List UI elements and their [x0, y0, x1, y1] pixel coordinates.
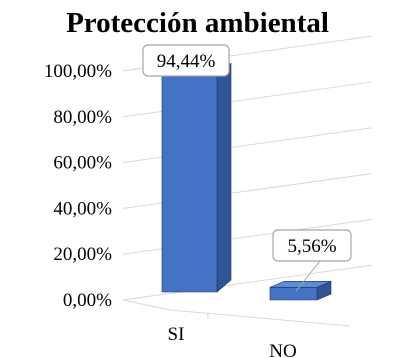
y-tick-label: 100,00%	[44, 61, 112, 82]
leader-line	[295, 260, 321, 292]
data-label: 5,56%	[287, 236, 336, 257]
bar	[161, 75, 218, 293]
x-category-label: NO	[269, 341, 296, 358]
bar-side	[216, 63, 232, 293]
gridline	[122, 127, 373, 164]
data-label-box	[142, 44, 230, 77]
x-category-label: SI	[168, 324, 185, 345]
chart-title: Protección ambiental	[66, 7, 329, 39]
y-tick-label: 0,00%	[63, 290, 112, 311]
bar	[269, 286, 318, 301]
data-label-box	[272, 229, 352, 262]
data-label: 94,44%	[157, 51, 216, 72]
gridline	[122, 264, 373, 301]
floor-edge	[169, 309, 351, 327]
y-tick-label: 80,00%	[53, 107, 112, 128]
floor-edge	[122, 299, 171, 311]
y-tick-label: 60,00%	[53, 153, 112, 174]
gridline	[122, 173, 373, 209]
gridline	[122, 81, 373, 118]
bar-top	[269, 280, 332, 288]
y-tick-label: 40,00%	[53, 198, 112, 219]
y-tick-label: 20,00%	[53, 244, 112, 265]
